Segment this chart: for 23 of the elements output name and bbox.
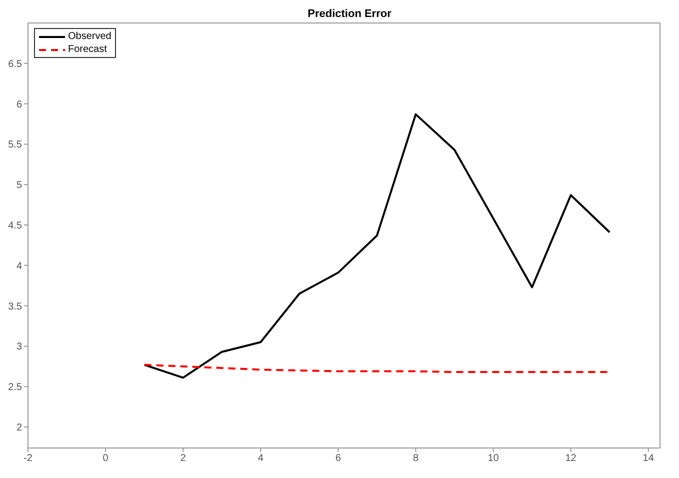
x-tick-label: -2 — [24, 453, 33, 464]
line-series — [143, 113, 611, 379]
x-tick-label: 12 — [565, 453, 577, 464]
y-tick-label: 5.5 — [8, 140, 22, 151]
y-tick-label: 5 — [16, 180, 22, 192]
y-tick-label: 4.5 — [8, 220, 22, 232]
x-tick-label: 8 — [412, 453, 419, 464]
x-tick-label: 4 — [258, 453, 264, 464]
x-tick-label: 14 — [642, 453, 654, 464]
y-tick-label: 2.5 — [8, 382, 22, 394]
y-tick-label: 4 — [16, 260, 22, 272]
y-tick-label: 6 — [16, 99, 22, 110]
y-tick-label: 2 — [16, 422, 22, 434]
x-tick-label: 2 — [180, 453, 186, 464]
legend-label: Observed — [68, 30, 112, 43]
y-tick-label: 3.5 — [8, 301, 22, 312]
chart-title: Prediction Error — [306, 8, 392, 20]
y-tick-label: 6.5 — [8, 58, 22, 70]
x-tick-label: 0 — [102, 453, 109, 464]
x-tick-label: 6 — [335, 453, 342, 464]
x-tick-label: 10 — [488, 453, 500, 464]
legend-label: Forecast — [68, 43, 107, 56]
y-tick-label: 3 — [16, 342, 22, 353]
